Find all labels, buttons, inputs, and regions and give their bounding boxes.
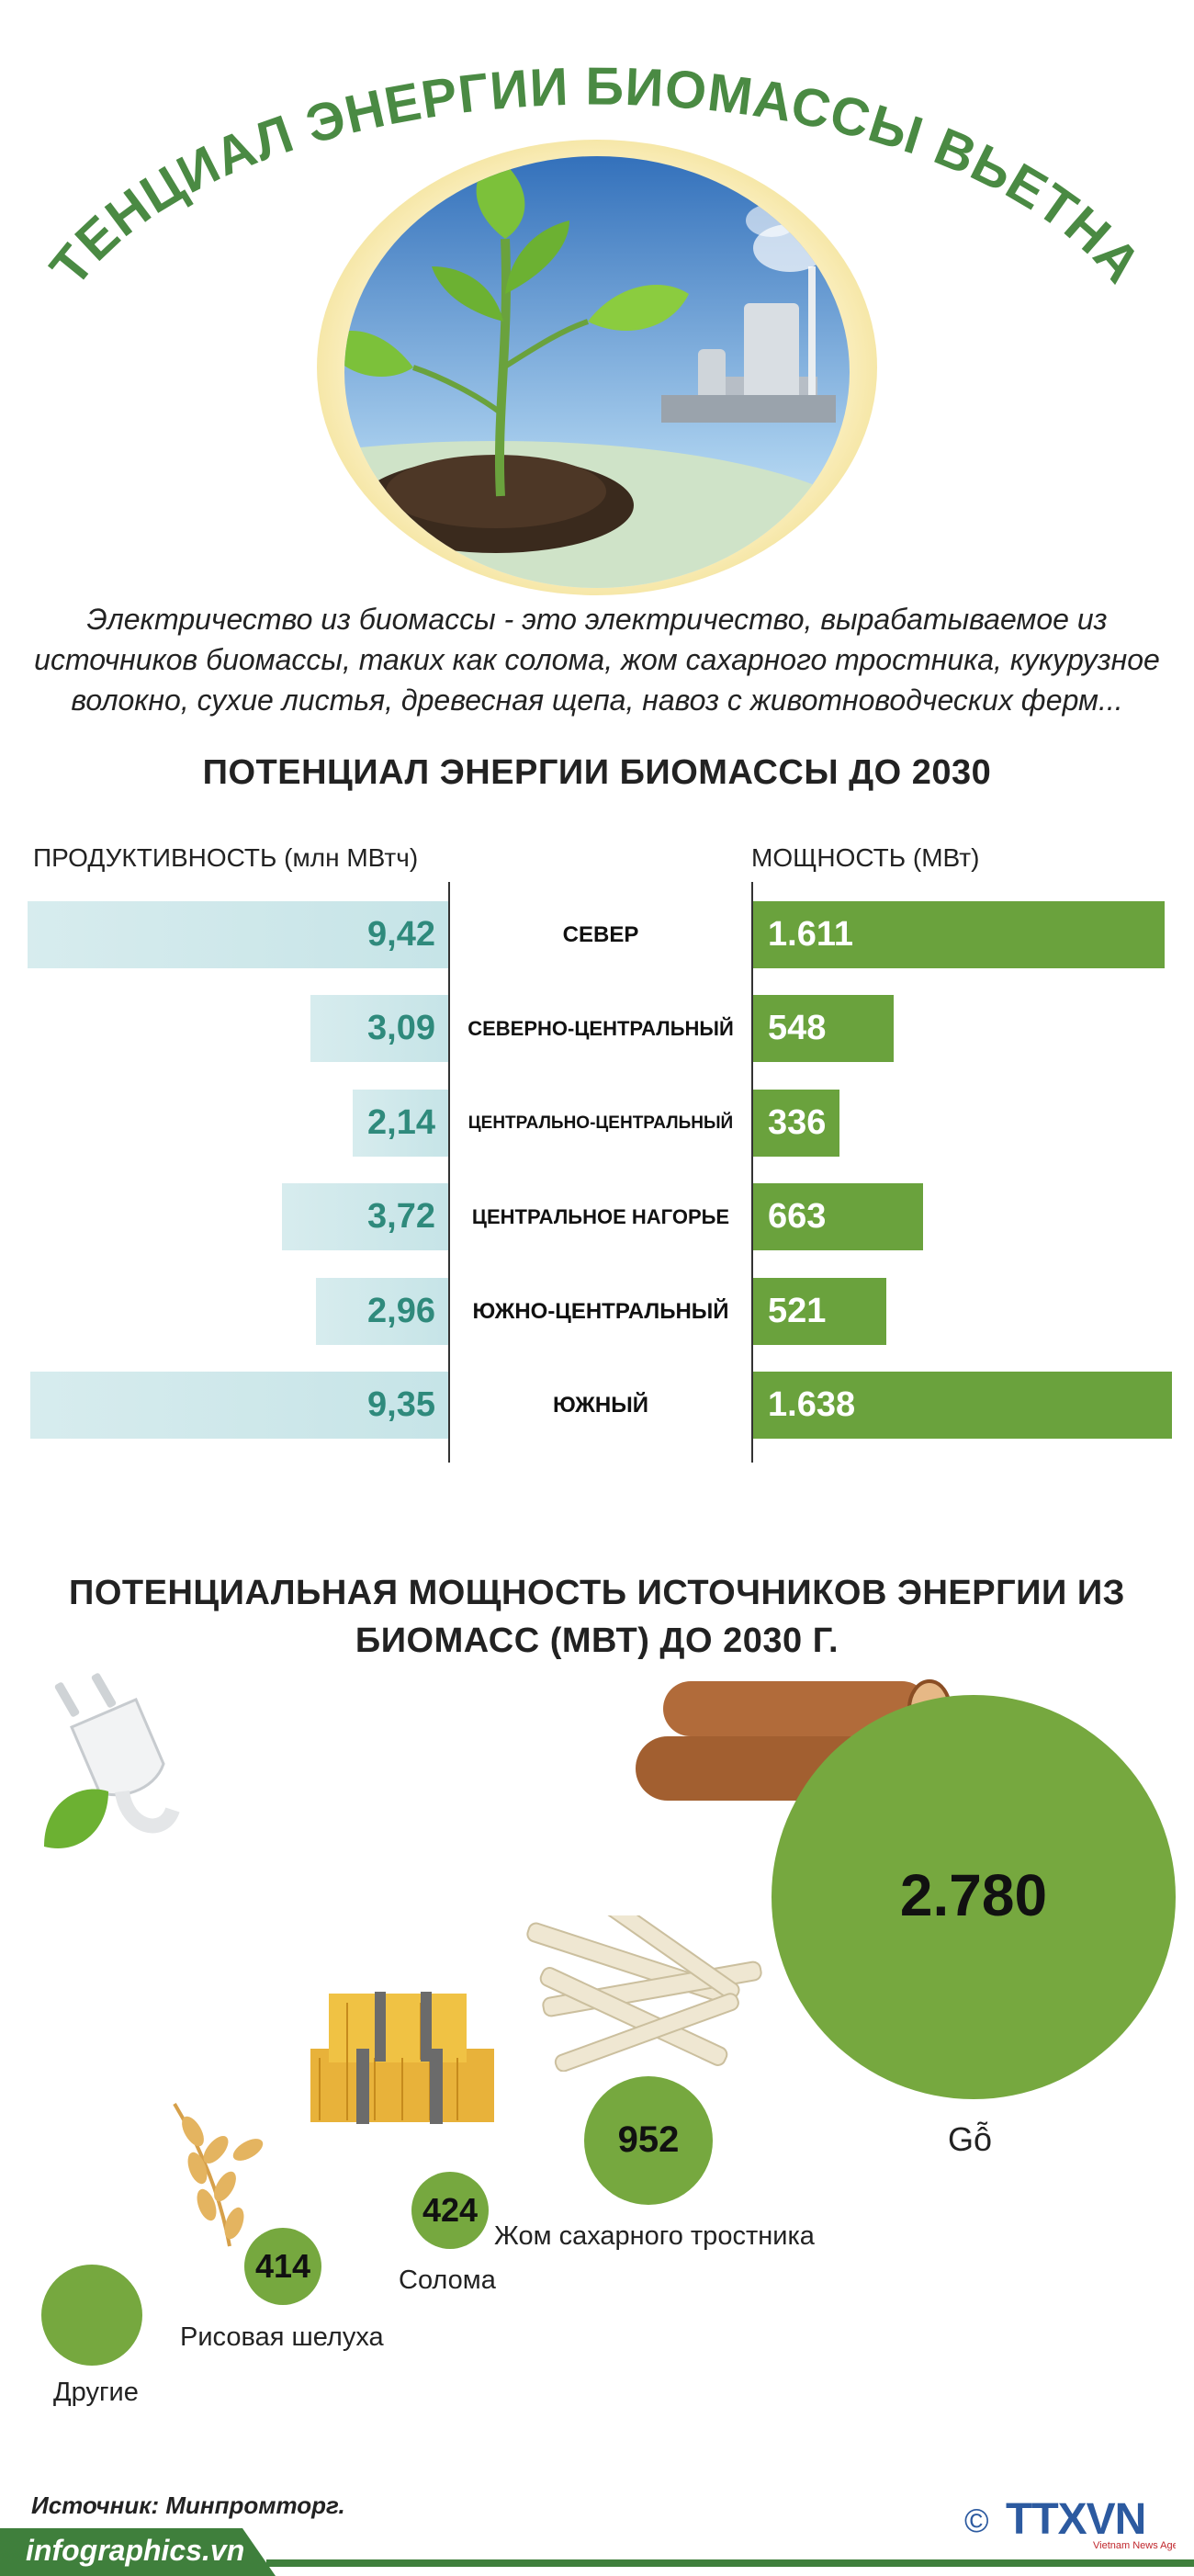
sugarcane-bagasse-illustration	[526, 1915, 762, 2072]
productivity-bar	[28, 901, 448, 968]
capacity-bar	[753, 1183, 923, 1250]
productivity-value: 9,35	[367, 1385, 435, 1424]
region-label: СЕВЕРНО-ЦЕНТРАЛЬНЫЙ	[467, 1017, 734, 1040]
capacity-bar	[753, 995, 894, 1062]
rice-husk-illustration	[173, 2102, 264, 2247]
site-link[interactable]: infographics.vn	[26, 2534, 245, 2567]
productivity-bar	[316, 1278, 448, 1345]
productivity-value: 3,72	[367, 1197, 435, 1236]
section2-title-line1: ПОТЕНЦИАЛЬНАЯ МОЩНОСТЬ ИСТОЧНИКОВ ЭНЕРГИ…	[69, 1574, 1125, 1612]
source-label: Жом сахарного тростника	[494, 2221, 815, 2251]
straw-bale-illustration	[310, 1992, 494, 2124]
chart-divider-left	[448, 882, 450, 1463]
capacity-value: 1.611	[768, 915, 853, 954]
hero-plant-factory-illustration	[317, 140, 877, 595]
capacity-value: 1.638	[768, 1385, 856, 1424]
capacity-header: МОЩНОСТЬ (МВт)	[751, 843, 980, 872]
source-bubble	[772, 1695, 1176, 2099]
region-label: СЕВЕР	[562, 922, 639, 947]
footer-line	[266, 2559, 1194, 2567]
source-label: Другие	[53, 2378, 139, 2407]
capacity-bar	[753, 1372, 1172, 1439]
productivity-bar	[353, 1090, 448, 1157]
capacity-value: 548	[768, 1009, 827, 1047]
region-label: ЦЕНТРАЛЬНОЕ НАГОРЬЕ	[471, 1205, 730, 1228]
productivity-bar	[310, 995, 448, 1062]
source-label: Gỗ	[948, 2120, 993, 2158]
capacity-value: 336	[768, 1103, 827, 1142]
section2-title-line2: БИОМАСС (МВТ) ДО 2030 Г.	[355, 1621, 839, 1660]
source-value: 424	[422, 2190, 479, 2229]
section2-title: ПОТЕНЦИАЛЬНАЯ МОЩНОСТЬ ИСТОЧНИКОВ ЭНЕРГИ…	[0, 1569, 1194, 1665]
source-value: 414	[254, 2246, 311, 2285]
productivity-value: 3,09	[367, 1009, 435, 1047]
source-value: 2.780	[899, 1862, 1048, 1929]
source-value: 952	[617, 2119, 680, 2161]
productivity-bar	[282, 1183, 448, 1250]
site-band	[0, 2528, 276, 2576]
source-bubble	[411, 2172, 489, 2249]
logo-subtext: Vietnam News Agency	[1093, 2540, 1176, 2551]
productivity-bar	[30, 1372, 448, 1439]
source-bubble	[244, 2228, 321, 2305]
intro-text: Электричество из биомассы - это электрич…	[34, 603, 1160, 717]
capacity-bar	[753, 901, 1165, 968]
source-bubble	[584, 2076, 713, 2205]
capacity-value: 663	[768, 1197, 827, 1236]
productivity-value: 9,42	[367, 915, 435, 954]
plug-leaf-illustration	[44, 1673, 180, 1848]
region-label: ЮЖНО-ЦЕНТРАЛЬНЫЙ	[472, 1299, 729, 1324]
chart-divider-right	[751, 882, 753, 1463]
region-label: ЦЕНТРАЛЬНО-ЦЕНТРАЛЬНЫЙ	[467, 1113, 734, 1133]
source-label: Солома	[399, 2265, 496, 2295]
capacity-value: 521	[768, 1292, 827, 1330]
productivity-value: 2,96	[367, 1292, 435, 1330]
section1-title: ПОТЕНЦИАЛ ЭНЕРГИИ БИОМАССЫ ДО 2030	[202, 753, 992, 792]
capacity-bar	[753, 1090, 839, 1157]
copyright-symbol: ©	[964, 2502, 989, 2539]
source-note: Источник: Минпромторг.	[31, 2491, 345, 2519]
logo-text: TTXVN	[1006, 2495, 1145, 2544]
source-bubble	[41, 2265, 142, 2366]
capacity-bar	[753, 1278, 886, 1345]
ttxvn-logo: © TTXVN Vietnam News Agency	[964, 2495, 1176, 2551]
source-label: Рисовая шелуха	[180, 2322, 384, 2352]
region-label: ЮЖНЫЙ	[553, 1393, 648, 1418]
productivity-header: ПРОДУКТИВНОСТЬ (млн МВтч)	[33, 843, 419, 872]
productivity-value: 2,14	[367, 1103, 435, 1142]
